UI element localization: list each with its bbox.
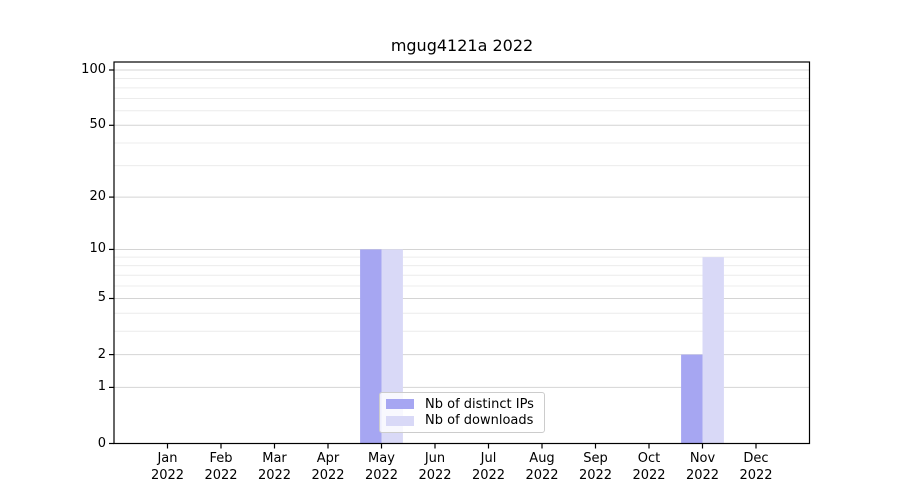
- x-tick-label-may: May 2022: [364, 450, 399, 483]
- bar-nov-distinct-ips: [681, 354, 703, 444]
- legend-item-distinct-ips: Nb of distinct IPs: [386, 397, 538, 412]
- x-tick-label-aug: Aug 2022: [525, 450, 559, 483]
- y-tick-label-2: 2: [97, 346, 106, 362]
- legend-item-downloads: Nb of downloads: [386, 413, 538, 428]
- legend-label-downloads: Nb of downloads: [425, 413, 534, 429]
- x-tick-label-oct: Oct 2022: [632, 450, 666, 483]
- x-tick-label-sep: Sep 2022: [578, 450, 613, 483]
- y-tick-label-0: 0: [97, 435, 106, 451]
- y-tick-label-20: 20: [89, 189, 106, 205]
- y-tick-label-10: 10: [89, 241, 106, 257]
- legend: Nb of distinct IPs Nb of downloads: [379, 392, 545, 433]
- chart-title: mgug4121a 2022: [390, 36, 534, 55]
- y-tick-label-100: 100: [81, 62, 106, 77]
- legend-swatch-distinct-ips: [386, 399, 414, 410]
- bar-may-distinct-ips: [360, 249, 382, 444]
- x-tick-label-jan: Jan 2022: [150, 450, 185, 483]
- x-tick-label-feb: Feb 2022: [204, 450, 238, 483]
- bar-nov-downloads: [702, 257, 724, 444]
- legend-swatch-downloads: [386, 415, 414, 426]
- x-tick-label-mar: Mar 2022: [257, 450, 292, 483]
- x-tick-label-apr: Apr 2022: [311, 450, 345, 483]
- y-tick-label-5: 5: [97, 290, 106, 306]
- x-tick-label-jun: Jun 2022: [418, 450, 452, 483]
- x-tick-label-jul: Jul 2022: [471, 450, 506, 483]
- axes-spines: [113, 61, 811, 445]
- x-tick-label-dec: Dec 2022: [739, 450, 773, 483]
- y-tick-label-1: 1: [97, 379, 106, 395]
- y-tick-label-50: 50: [89, 117, 106, 133]
- legend-label-distinct-ips: Nb of distinct IPs: [425, 396, 534, 412]
- x-tick-label-nov: Nov 2022: [685, 450, 720, 483]
